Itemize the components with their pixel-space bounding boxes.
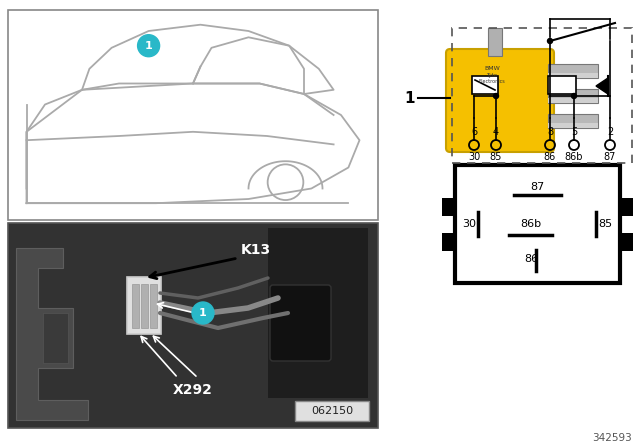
Text: Tyte: Tyte <box>486 73 497 78</box>
Circle shape <box>572 94 577 99</box>
FancyBboxPatch shape <box>548 76 576 94</box>
Text: 2: 2 <box>607 127 613 137</box>
FancyBboxPatch shape <box>548 89 598 103</box>
FancyBboxPatch shape <box>620 233 633 251</box>
Text: X292: X292 <box>173 383 213 397</box>
Text: 86: 86 <box>524 254 538 264</box>
Text: 30: 30 <box>468 152 480 162</box>
Text: 4: 4 <box>493 127 499 137</box>
FancyBboxPatch shape <box>8 10 378 220</box>
Circle shape <box>138 34 159 57</box>
Text: 85: 85 <box>490 152 502 162</box>
Text: 86b: 86b <box>520 219 541 229</box>
Text: K13: K13 <box>241 243 271 257</box>
FancyBboxPatch shape <box>132 284 139 328</box>
FancyBboxPatch shape <box>295 401 369 421</box>
Text: 85: 85 <box>598 219 612 229</box>
FancyBboxPatch shape <box>548 98 598 103</box>
FancyBboxPatch shape <box>548 64 598 78</box>
Text: 87: 87 <box>531 182 545 192</box>
FancyBboxPatch shape <box>43 313 68 363</box>
FancyBboxPatch shape <box>548 73 598 78</box>
FancyBboxPatch shape <box>268 228 368 398</box>
FancyBboxPatch shape <box>620 198 633 216</box>
Text: 342593: 342593 <box>592 433 632 443</box>
Text: 5: 5 <box>571 127 577 137</box>
FancyBboxPatch shape <box>8 223 378 428</box>
FancyBboxPatch shape <box>548 114 598 128</box>
Polygon shape <box>16 248 88 420</box>
FancyBboxPatch shape <box>141 284 148 328</box>
Text: BMW: BMW <box>484 65 500 70</box>
FancyBboxPatch shape <box>472 76 498 94</box>
FancyBboxPatch shape <box>127 277 161 334</box>
Text: 86: 86 <box>544 152 556 162</box>
FancyBboxPatch shape <box>455 165 620 283</box>
Text: Electronics: Electronics <box>479 78 506 83</box>
Text: 86b: 86b <box>564 152 583 162</box>
Text: 1: 1 <box>199 308 207 318</box>
Text: 30: 30 <box>462 219 476 229</box>
Text: 87: 87 <box>604 152 616 162</box>
Circle shape <box>493 94 499 99</box>
FancyBboxPatch shape <box>270 285 331 361</box>
Circle shape <box>192 302 214 324</box>
FancyBboxPatch shape <box>548 123 598 128</box>
Polygon shape <box>596 78 608 94</box>
Text: 1: 1 <box>145 41 152 51</box>
Text: 8: 8 <box>547 127 553 137</box>
Text: 6: 6 <box>471 127 477 137</box>
FancyBboxPatch shape <box>150 284 157 328</box>
Circle shape <box>547 39 552 43</box>
FancyBboxPatch shape <box>442 198 455 216</box>
FancyBboxPatch shape <box>446 49 554 152</box>
FancyBboxPatch shape <box>488 28 502 56</box>
Text: 062150: 062150 <box>311 406 353 416</box>
FancyBboxPatch shape <box>442 233 455 251</box>
Text: 1: 1 <box>404 90 415 105</box>
